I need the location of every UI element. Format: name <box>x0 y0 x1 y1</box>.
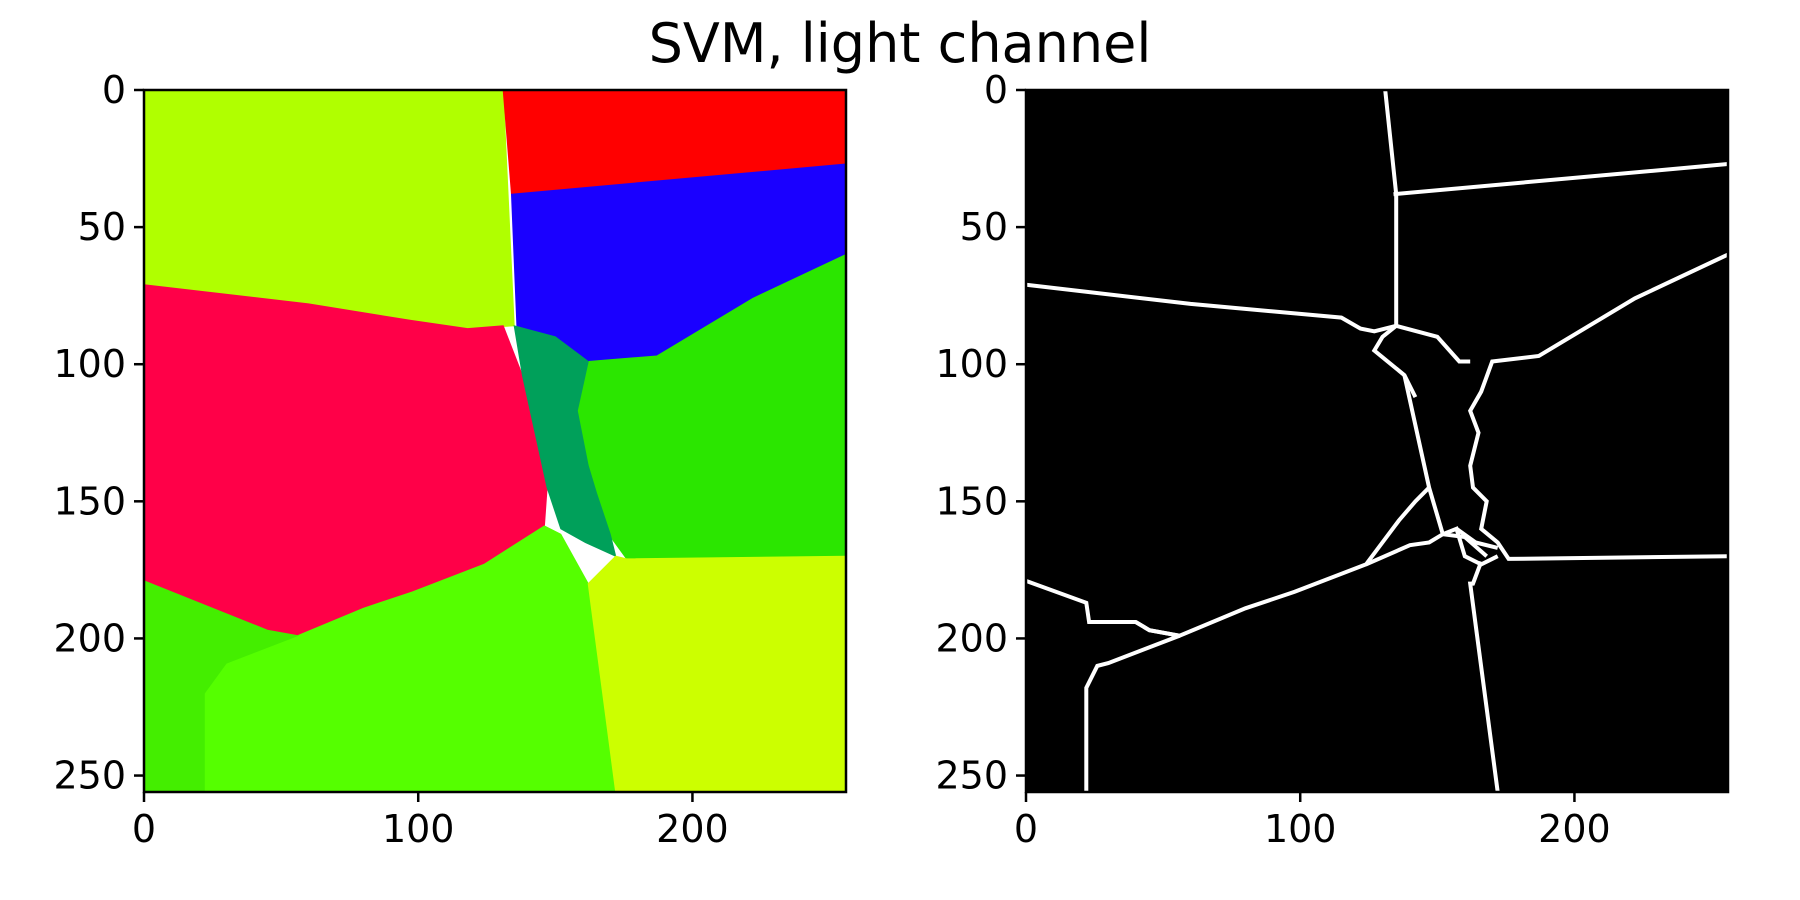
boundary-line-9 <box>1134 620 1180 638</box>
y-tick-label-100: 100 <box>935 342 1008 386</box>
boundary-panel: 0 100 200 0 50 100 150 200 250 <box>935 68 1730 851</box>
y-tick-label-200: 200 <box>53 616 126 660</box>
region-2 <box>502 90 846 195</box>
boundary-line-4 <box>1467 252 1728 561</box>
x-tick-label-100: 100 <box>1264 807 1337 851</box>
y-tick-label-200: 200 <box>935 616 1008 660</box>
x-tick-label-200: 200 <box>656 807 729 851</box>
x-tick-label-200: 200 <box>1538 807 1611 851</box>
region-9 <box>587 555 846 792</box>
y-tick-label-150: 150 <box>53 479 126 523</box>
segmentation-image <box>144 90 846 792</box>
boundary-line-5 <box>1371 324 1418 398</box>
region-6 <box>513 325 617 558</box>
boundary-line-14 <box>1467 560 1500 792</box>
boundary-image <box>1026 90 1728 792</box>
y-tick-label-0: 0 <box>102 68 126 112</box>
boundary-line-2 <box>1393 162 1728 197</box>
y-tick-label-50: 50 <box>78 205 126 249</box>
boundary-line-12 <box>1442 526 1499 567</box>
boundary-line-3 <box>1026 282 1397 334</box>
segmentation-frame <box>142 88 848 794</box>
boundary-line-10 <box>1084 633 1181 792</box>
segmentation-panel: 0 100 200 0 50 100 150 200 250 <box>53 68 848 851</box>
x-tick-label-100: 100 <box>382 807 455 851</box>
y-tick-label-250: 250 <box>935 754 1008 798</box>
boundary-line-13 <box>1455 527 1499 550</box>
image-background <box>1026 90 1728 792</box>
boundary-frame <box>1024 88 1730 794</box>
boundary-line-8 <box>1026 486 1431 638</box>
x-tick-label-0: 0 <box>132 807 156 851</box>
y-tick-label-0: 0 <box>984 68 1008 112</box>
boundary-line-7 <box>1395 323 1471 364</box>
boundary-line-11 <box>1365 532 1444 567</box>
y-tick-label-100: 100 <box>53 342 126 386</box>
figure-title: SVM, light channel <box>648 12 1152 75</box>
y-tick-label-250: 250 <box>53 754 126 798</box>
x-tick-label-0: 0 <box>1014 807 1038 851</box>
y-tick-label-150: 150 <box>935 479 1008 523</box>
region-8 <box>144 580 300 792</box>
y-tick-label-50: 50 <box>960 205 1008 249</box>
